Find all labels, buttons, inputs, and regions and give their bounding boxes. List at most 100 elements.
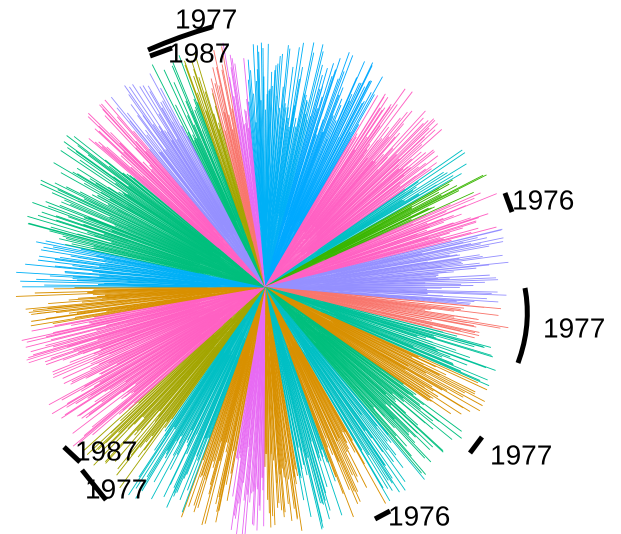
branch — [317, 329, 404, 399]
branch — [15, 288, 223, 297]
branch — [47, 291, 211, 309]
branch — [239, 309, 263, 459]
branch — [272, 315, 330, 520]
branch — [68, 293, 213, 314]
branch — [232, 129, 255, 235]
branch — [110, 132, 249, 271]
branch — [298, 346, 353, 441]
branch — [284, 160, 374, 265]
branch — [288, 347, 329, 448]
branch — [318, 302, 435, 337]
branch — [30, 295, 210, 327]
branch — [275, 353, 299, 476]
branch — [195, 106, 245, 234]
branch — [81, 291, 211, 303]
branch — [196, 138, 241, 234]
branch — [251, 341, 262, 494]
branch — [151, 168, 240, 261]
branch — [318, 287, 498, 293]
branch — [276, 325, 328, 488]
branch — [315, 342, 375, 408]
branch — [326, 306, 427, 339]
branch — [72, 265, 203, 281]
branch — [244, 109, 260, 232]
branch — [130, 306, 250, 456]
branch — [105, 326, 230, 464]
branch — [297, 313, 453, 440]
branch — [81, 320, 219, 419]
branch — [270, 334, 293, 521]
branch — [280, 300, 396, 400]
branch — [278, 337, 323, 504]
branch — [110, 96, 221, 233]
branch — [263, 76, 266, 251]
branch — [266, 341, 273, 455]
branch — [135, 147, 218, 237]
branch — [272, 336, 303, 531]
branch — [152, 124, 239, 249]
branch — [59, 204, 221, 270]
clade-label: 1977 — [175, 3, 237, 34]
clade-bar — [468, 435, 484, 455]
branch — [323, 152, 466, 248]
branch — [300, 307, 433, 388]
branch — [294, 148, 350, 239]
branch — [40, 179, 215, 264]
branch — [275, 95, 379, 269]
branch — [305, 185, 458, 266]
branch — [87, 232, 211, 271]
branch — [104, 99, 240, 258]
branch — [289, 360, 343, 516]
branch — [277, 303, 404, 469]
branch — [149, 91, 227, 222]
branch — [297, 262, 480, 284]
branch — [218, 85, 253, 229]
branch — [213, 332, 252, 462]
branch — [334, 283, 462, 287]
branch — [271, 107, 287, 231]
branch — [300, 292, 468, 324]
branch — [274, 305, 346, 433]
branch — [25, 290, 222, 310]
branch — [286, 317, 384, 453]
branch — [275, 86, 324, 251]
branch — [325, 274, 490, 285]
branch — [290, 314, 432, 463]
branch — [301, 310, 439, 398]
branch — [191, 111, 244, 235]
branch — [324, 294, 431, 311]
branch — [281, 76, 383, 258]
branch — [321, 333, 405, 403]
branch — [283, 312, 394, 463]
branch — [130, 104, 227, 234]
branch — [311, 194, 442, 264]
branch — [229, 76, 254, 217]
branch — [45, 296, 237, 366]
branch — [295, 151, 435, 263]
branch — [138, 317, 232, 404]
branch — [154, 317, 245, 451]
branch — [200, 358, 242, 478]
branch — [198, 77, 259, 266]
branch — [325, 256, 431, 277]
branch — [298, 214, 411, 271]
branch — [282, 327, 355, 492]
branch — [283, 307, 395, 429]
branch — [101, 318, 221, 403]
branch — [194, 109, 256, 264]
branch — [329, 237, 488, 274]
branch — [66, 302, 239, 408]
branch — [336, 316, 488, 381]
branch — [336, 204, 451, 256]
branch — [282, 108, 319, 227]
branch — [186, 354, 233, 447]
branch — [94, 318, 233, 452]
branch — [324, 218, 412, 261]
branch — [64, 199, 204, 261]
branch — [278, 310, 391, 502]
branch — [135, 306, 240, 385]
clade-label: 1976 — [388, 500, 450, 531]
branch — [116, 116, 236, 253]
branch — [291, 320, 378, 427]
branch — [299, 339, 393, 484]
